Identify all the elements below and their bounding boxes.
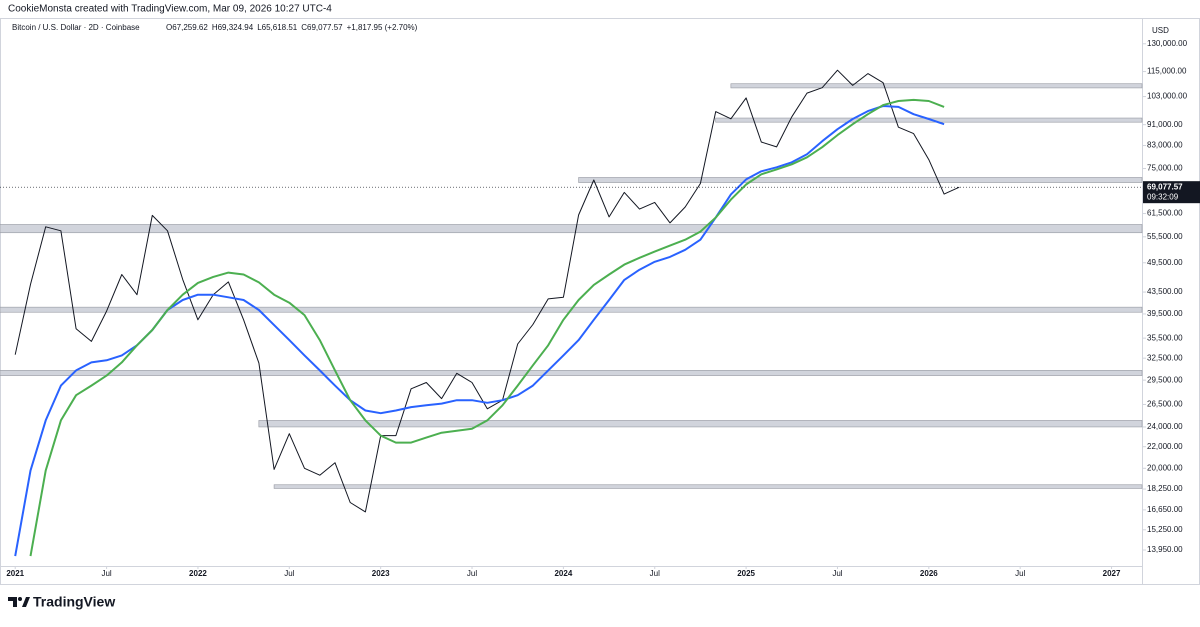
zone [730, 83, 1143, 89]
x-tick-label: Jul [284, 569, 294, 578]
x-tick-label: Jul [467, 569, 477, 578]
y-tick-label: 39,500.00 [1147, 309, 1183, 318]
zone [258, 420, 1143, 428]
y-tick-label: 61,500.00 [1147, 209, 1183, 218]
x-tick-label: 2022 [189, 569, 207, 578]
logo-mark [8, 597, 17, 607]
ohlc-value: C69,077.57 [301, 23, 343, 32]
zone [273, 484, 1143, 489]
y-tick-label: 22,000.00 [1147, 442, 1183, 451]
symbol-title: Bitcoin / U.S. Dollar · 2D · Coinbase [12, 23, 140, 32]
header-text: CookieMonsta created with TradingView.co… [8, 4, 332, 15]
ohlc-value: H69,324.94 [212, 23, 254, 32]
zone [0, 224, 1143, 234]
y-tick-label: 15,250.00 [1147, 525, 1183, 534]
x-tick-label: 2023 [372, 569, 390, 578]
x-tick-label: 2027 [1103, 569, 1121, 578]
y-tick-label: 18,250.00 [1147, 484, 1183, 493]
y-tick-label: 75,000.00 [1147, 164, 1183, 173]
y-tick-label: 91,000.00 [1147, 120, 1183, 129]
logo-mark [22, 597, 30, 607]
x-tick-label: 2026 [920, 569, 938, 578]
y-tick-label: 16,650.00 [1147, 505, 1183, 514]
x-tick-label: 2021 [6, 569, 24, 578]
y-tick-label: 24,000.00 [1147, 422, 1183, 431]
logo-dot [18, 597, 22, 601]
ohlc-value: +1,817.95 (+2.70%) [347, 23, 418, 32]
y-tick-label: 115,000.00 [1147, 67, 1187, 76]
last-price-box [1143, 181, 1200, 204]
countdown-label: 09:32:09 [1147, 192, 1179, 201]
y-tick-label: 32,500.00 [1147, 353, 1183, 362]
logo: TradingView [8, 594, 115, 610]
ohlc-value: O67,259.62 [166, 23, 208, 32]
x-tick-label: 2025 [737, 569, 755, 578]
y-tick-label: 83,000.00 [1147, 141, 1183, 150]
zone [578, 177, 1143, 183]
x-tick-label: Jul [101, 569, 111, 578]
x-tick-label: Jul [650, 569, 660, 578]
price-line [29, 98, 945, 557]
y-tick-label: 13,950.00 [1147, 545, 1183, 554]
x-tick-label: Jul [1015, 569, 1025, 578]
y-tick-label: 49,500.00 [1147, 258, 1183, 267]
y-tick-label: 35,500.00 [1147, 333, 1183, 342]
price-line [14, 69, 960, 513]
x-tick-label: 2024 [554, 569, 572, 578]
y-tick-label: 130,000.00 [1147, 39, 1188, 48]
x-tick-label: Jul [832, 569, 842, 578]
y-tick-label: 103,000.00 [1147, 92, 1188, 101]
y-tick-label: 20,000.00 [1147, 463, 1183, 472]
y-tick-label: 55,500.00 [1147, 232, 1183, 241]
chart-frame [0, 18, 1200, 585]
y-tick-label: 29,500.00 [1147, 375, 1183, 384]
y-tick-label: 43,500.00 [1147, 287, 1183, 296]
logo-text: TradingView [33, 594, 115, 610]
currency-label: USD [1152, 26, 1169, 35]
zone [0, 370, 1143, 376]
ohlc-value: L65,618.51 [257, 23, 298, 32]
y-tick-label: 26,500.00 [1147, 400, 1183, 409]
last-price-label: 69,077.57 [1147, 182, 1183, 191]
